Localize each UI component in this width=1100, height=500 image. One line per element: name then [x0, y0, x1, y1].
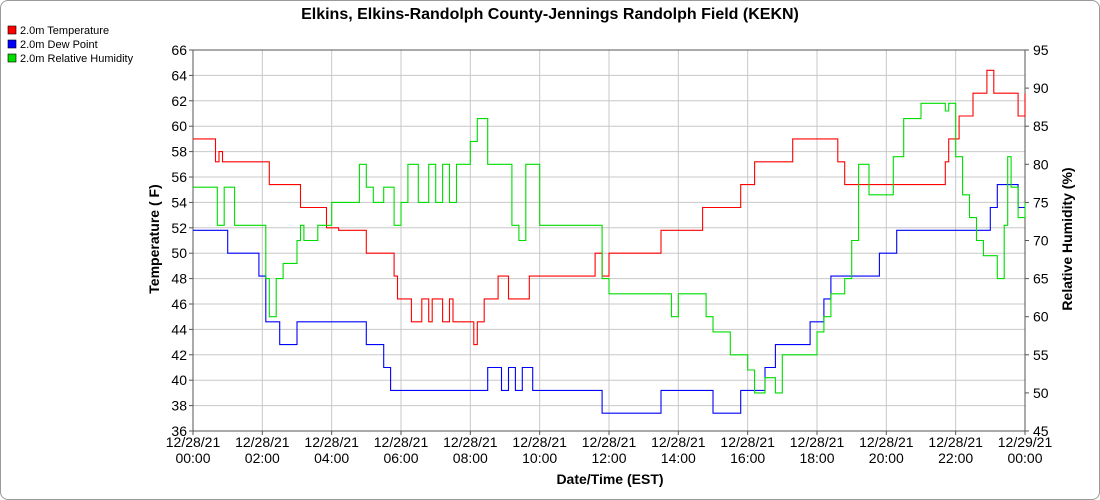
y-left-tick-label: 40: [171, 372, 187, 388]
legend-label: 2.0m Dew Point: [20, 39, 98, 51]
y-left-tick-label: 58: [171, 144, 187, 160]
x-axis-title: Date/Time (EST): [556, 471, 663, 487]
y-right-tick-label: 50: [1033, 385, 1049, 401]
x-tick-label-date: 12/29/21: [998, 434, 1053, 450]
y-left-tick-label: 50: [171, 245, 187, 261]
y-left-tick-label: 48: [171, 271, 187, 287]
y-right-tick-label: 60: [1033, 309, 1049, 325]
y-right-tick-label: 55: [1033, 347, 1049, 363]
y-right-tick-label: 95: [1033, 42, 1049, 58]
y-right-tick-label: 85: [1033, 118, 1049, 134]
y-left-tick-label: 52: [171, 220, 187, 236]
x-tick-label-date: 12/28/21: [720, 434, 775, 450]
y-right-tick-label: 90: [1033, 80, 1049, 96]
x-tick-label-time: 22:00: [938, 450, 973, 466]
y-left-tick-label: 60: [171, 118, 187, 134]
x-tick-label-date: 12/28/21: [166, 434, 221, 450]
y-axis-left: 36 38 40 42 44 46 48 50 52 54 56 58 60 62 64 66: [171, 42, 193, 439]
x-tick-label-time: 04:00: [314, 450, 349, 466]
x-tick-label-time: 12:00: [591, 450, 626, 466]
x-tick-label-date: 12/28/21: [928, 434, 983, 450]
legend-swatch: [7, 39, 17, 49]
y-left-tick-label: 46: [171, 296, 187, 312]
x-tick-label-date: 12/28/21: [582, 434, 637, 450]
x-tick-label-date: 12/28/21: [235, 434, 290, 450]
x-tick-label-time: 16:00: [730, 450, 765, 466]
y-left-tick-label: 66: [171, 42, 187, 58]
y-axis-left-title: Temperature ( F): [146, 184, 162, 293]
y-right-tick-label: 65: [1033, 271, 1049, 287]
y-left-tick-label: 42: [171, 347, 187, 363]
x-tick-label-date: 12/28/21: [374, 434, 429, 450]
x-tick-label-time: 02:00: [245, 450, 280, 466]
series-layer: [193, 69, 1026, 414]
x-tick-label-date: 12/28/21: [443, 434, 498, 450]
series-line-2-0m-relative-humidity: [193, 102, 1026, 394]
chart-title: Elkins, Elkins-Randolph County-Jennings …: [301, 6, 799, 23]
y-axis-right: 45 50 55 60 65 70 75 80 85 90 95: [1025, 42, 1049, 439]
y-left-tick-label: 64: [171, 67, 187, 83]
legend: 2.0m Temperature 2.0m Dew Point 2.0m Relat…: [7, 25, 134, 65]
y-right-tick-label: 45: [1033, 423, 1049, 439]
legend-swatch: [7, 53, 17, 63]
y-left-tick-label: 44: [171, 321, 187, 337]
x-axis: 12/28/2100:0012/28/2102:0012/28/2104:001…: [166, 431, 1053, 466]
y-left-tick-label: 62: [171, 93, 187, 109]
y-right-tick-label: 75: [1033, 194, 1049, 210]
y-right-tick-label: 80: [1033, 156, 1049, 172]
y-left-tick-label: 54: [171, 194, 187, 210]
legend-label: 2.0m Relative Humidity: [20, 53, 134, 65]
x-tick-label-time: 00:00: [1007, 450, 1042, 466]
x-tick-label-date: 12/28/21: [651, 434, 706, 450]
x-tick-label-time: 00:00: [175, 450, 210, 466]
legend-swatch: [7, 25, 17, 35]
x-tick-label-date: 12/28/21: [859, 434, 914, 450]
y-left-tick-label: 56: [171, 169, 187, 185]
x-tick-label-time: 20:00: [869, 450, 904, 466]
x-tick-label-time: 18:00: [799, 450, 834, 466]
y-axis-right-title: Relative Humidity (%): [1059, 167, 1075, 310]
series-line-2-0m-temperature: [193, 69, 1026, 346]
x-tick-label-time: 10:00: [522, 450, 557, 466]
y-left-tick-label: 38: [171, 398, 187, 414]
x-tick-label-date: 12/28/21: [512, 434, 567, 450]
x-tick-label-date: 12/28/21: [790, 434, 845, 450]
series-line-2-0m-dew-point: [193, 184, 1025, 414]
x-tick-label-time: 14:00: [661, 450, 696, 466]
x-tick-label-date: 12/28/21: [304, 434, 359, 450]
x-tick-label-time: 06:00: [383, 450, 418, 466]
legend-label: 2.0m Temperature: [20, 25, 109, 37]
y-right-tick-label: 70: [1033, 233, 1049, 249]
y-left-tick-label: 36: [171, 423, 187, 439]
x-tick-label-time: 08:00: [453, 450, 488, 466]
